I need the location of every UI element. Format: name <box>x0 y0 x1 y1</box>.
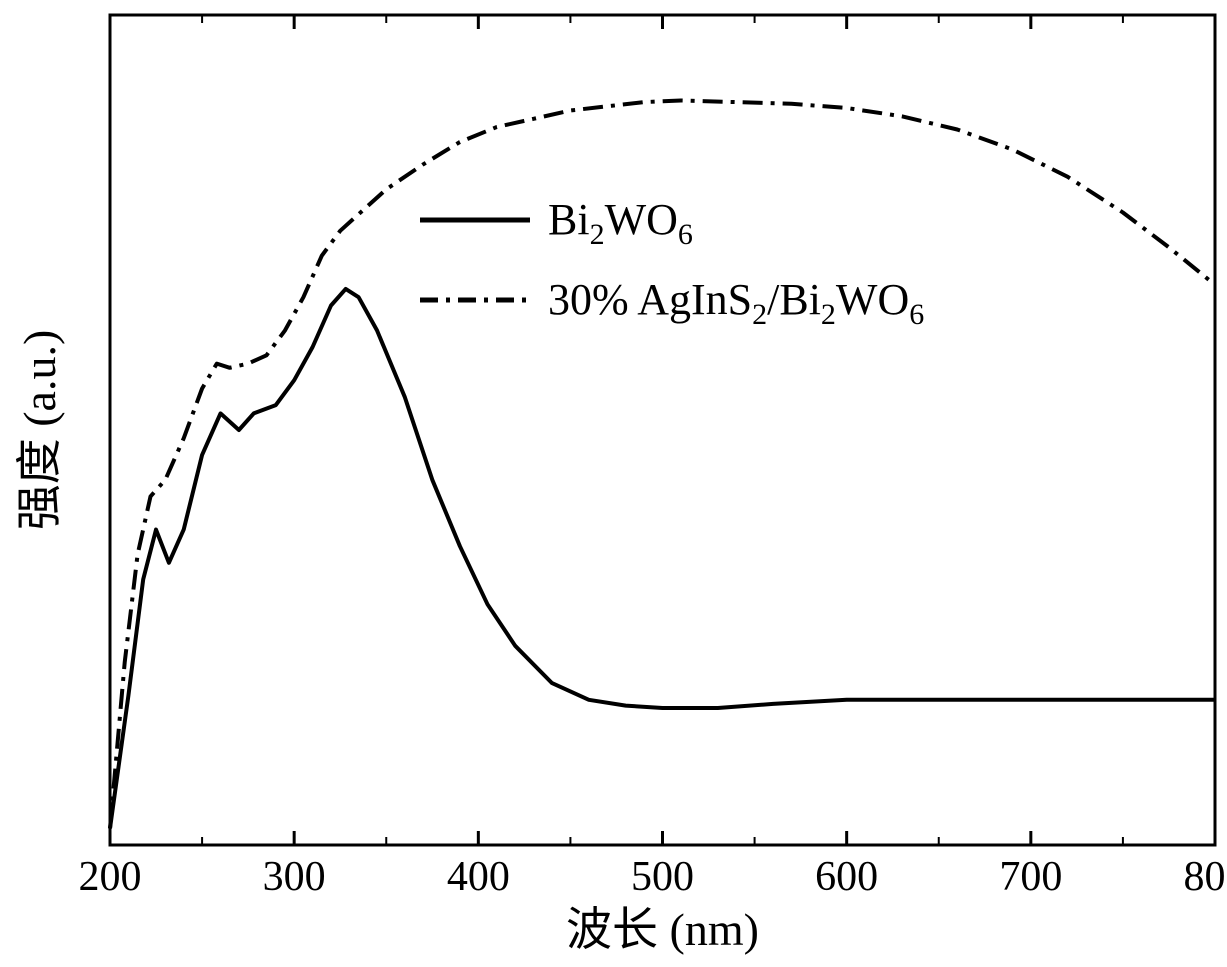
x-tick-label: 600 <box>815 854 878 900</box>
series-Bi2WO6 <box>110 289 1215 829</box>
y-axis-label: 强度 (a.u.) <box>14 330 65 531</box>
x-tick-label: 200 <box>79 854 142 900</box>
x-tick-label: 700 <box>999 854 1062 900</box>
legend-label-bi2wo6: Bi2WO6 <box>548 195 693 251</box>
plot-border <box>110 15 1215 845</box>
x-tick-label: 300 <box>263 854 326 900</box>
legend-label-agins2-bi2wo6: 30% AgInS2/Bi2WO6 <box>548 275 924 331</box>
x-tick-label: 500 <box>631 854 694 900</box>
chart-svg: 200 300 400 500 600 700 800 波长 (nm) 强度 (a.u.) Bi2… <box>0 0 1227 967</box>
x-axis-label: 波长 (nm) <box>566 904 759 955</box>
x-tick-label: 800 <box>1184 854 1227 900</box>
uv-vis-spectrum-chart: 200 300 400 500 600 700 800 波长 (nm) 强度 (a.u.) Bi2… <box>0 0 1227 967</box>
x-tick-label: 400 <box>447 854 510 900</box>
